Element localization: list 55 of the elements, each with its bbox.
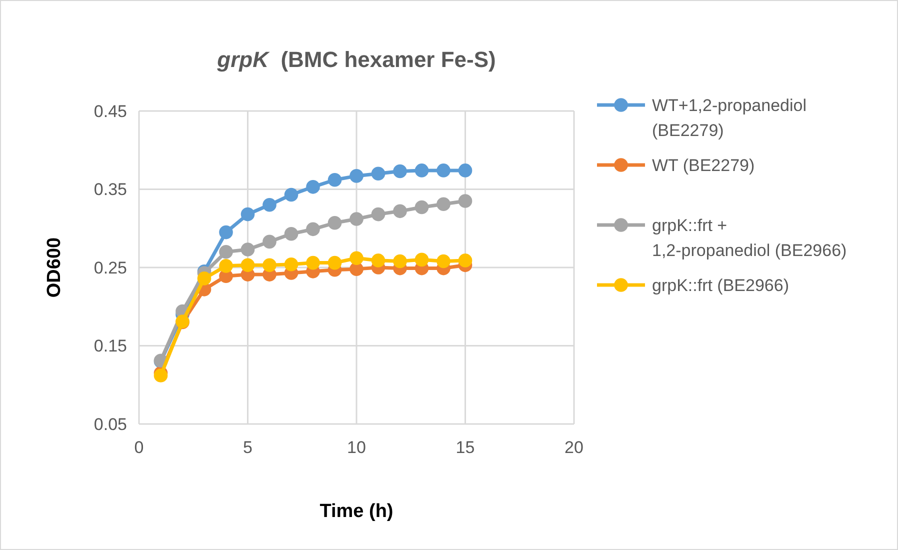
y-tick-label: 0.45 xyxy=(94,102,127,121)
point xyxy=(262,258,276,272)
y-tick-label: 0.15 xyxy=(94,336,127,356)
point xyxy=(350,251,364,266)
legend-label: grpK::frt (BE2966) xyxy=(652,276,790,295)
point xyxy=(219,244,233,259)
point xyxy=(284,226,298,241)
point xyxy=(458,164,472,178)
x-tick-label: 5 xyxy=(243,438,252,457)
point xyxy=(414,252,429,267)
x-axis-title: Time (h) xyxy=(320,501,394,522)
point xyxy=(240,242,255,256)
point xyxy=(262,234,276,249)
point xyxy=(371,254,386,268)
chart-title: grpK (BMC hexamer Fe-S) xyxy=(216,47,496,72)
y-tick-label: 0.25 xyxy=(94,258,127,278)
x-tick-label: 10 xyxy=(347,438,366,457)
legend-label: grpK::frt + 1,2-propanediol (BE2966) xyxy=(652,216,847,260)
point xyxy=(328,172,342,187)
y-tick-label: 0.05 xyxy=(94,414,127,434)
x-tick-label: 15 xyxy=(456,438,475,457)
point xyxy=(371,166,386,180)
point xyxy=(371,207,386,222)
point xyxy=(219,225,233,240)
y-tick-label: 0.35 xyxy=(94,180,127,200)
point xyxy=(284,257,298,272)
point xyxy=(414,164,429,178)
point xyxy=(219,259,233,273)
point xyxy=(393,204,407,218)
point xyxy=(458,194,472,208)
y-axis-title: OD600 xyxy=(44,237,65,298)
point xyxy=(197,272,212,286)
legend-label: WT (BE2279) xyxy=(652,156,755,175)
point xyxy=(240,207,255,222)
point xyxy=(414,200,429,214)
point xyxy=(154,368,168,382)
point xyxy=(436,164,450,178)
point xyxy=(436,254,450,268)
point xyxy=(458,254,472,268)
x-tick-label: 20 xyxy=(564,438,584,457)
x-tick-label: 0 xyxy=(134,438,144,457)
point xyxy=(306,222,320,236)
point xyxy=(393,254,407,268)
point xyxy=(262,198,276,212)
point xyxy=(306,180,320,194)
point xyxy=(240,258,255,272)
legend-label: WT+1,2-propanediol (BE2279) xyxy=(652,96,807,140)
point xyxy=(328,256,342,270)
point xyxy=(393,164,407,178)
point xyxy=(284,188,298,202)
point xyxy=(350,169,364,183)
point xyxy=(350,212,364,226)
point xyxy=(436,197,450,212)
point xyxy=(328,216,342,230)
point xyxy=(306,256,320,270)
